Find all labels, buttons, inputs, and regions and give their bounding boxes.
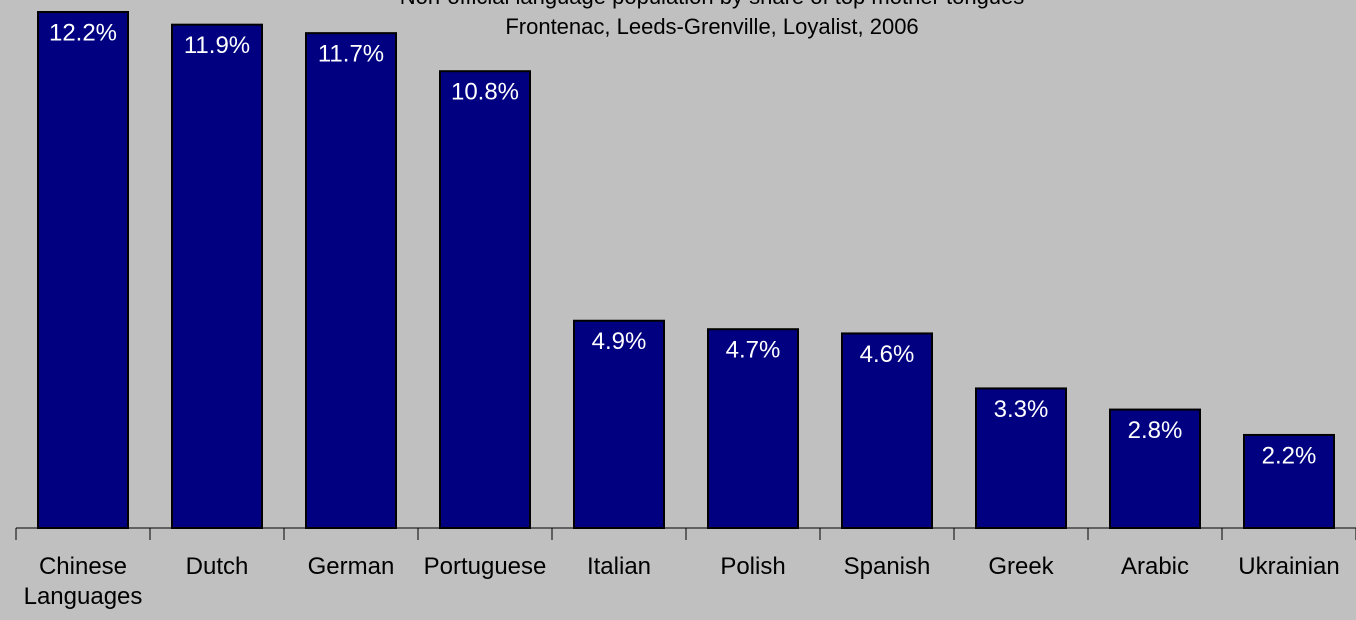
bar (573, 319, 665, 529)
bar (975, 387, 1067, 530)
x-tick-label: Italian (586, 553, 652, 580)
bar (171, 23, 263, 529)
x-tick-label: Polish (720, 553, 786, 580)
bar (1109, 408, 1201, 529)
value-label: 4.6% (860, 341, 915, 368)
x-tick-label: Ukrainian (1238, 553, 1340, 580)
bar (841, 332, 933, 529)
value-label: 11.7% (318, 40, 384, 67)
value-label: 11.9% (184, 32, 250, 59)
x-tick-label: Chinese Languages (23, 553, 143, 610)
x-tick-label: Spanish (843, 553, 931, 580)
chart-subtitle: Frontenac, Leeds-Grenville, Loyalist, 20… (505, 14, 918, 39)
x-tick-label: German (307, 553, 395, 580)
x-tick-label: Dutch (185, 553, 249, 580)
value-label: 3.3% (994, 396, 1049, 423)
chart-title: Non-official language population by shar… (400, 0, 1025, 9)
x-tick-label: Arabic (1120, 553, 1190, 580)
value-label: 12.2% (49, 19, 117, 46)
value-label: 4.9% (592, 328, 647, 355)
value-label: 2.2% (1262, 442, 1317, 469)
value-label: 4.7% (726, 337, 781, 364)
value-label: 10.8% (451, 79, 519, 106)
bar (1243, 433, 1335, 529)
x-tick-label: Portuguese (423, 553, 547, 580)
x-tick-label: Greek (988, 553, 1054, 580)
bar (439, 70, 531, 530)
bar (37, 11, 129, 529)
bar (707, 328, 799, 529)
value-label: 2.8% (1128, 417, 1183, 444)
bar (305, 32, 397, 529)
